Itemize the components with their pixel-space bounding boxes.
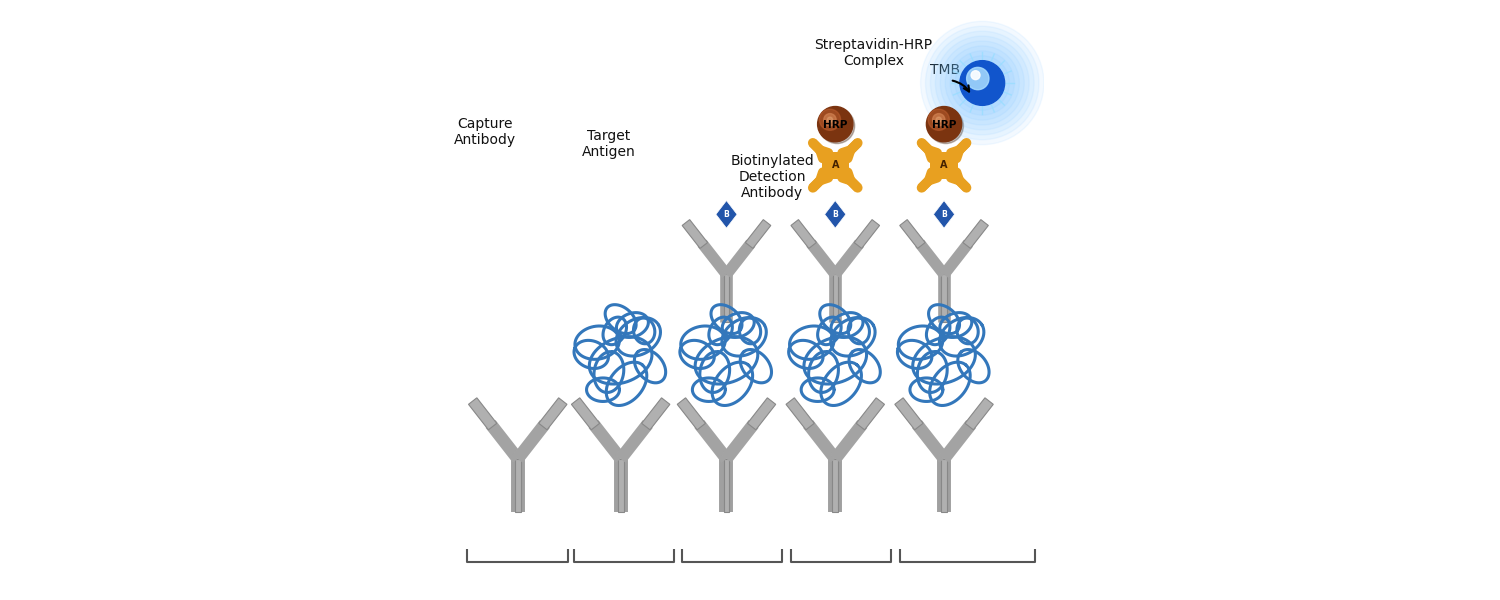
Polygon shape: [825, 200, 846, 228]
Circle shape: [824, 113, 836, 126]
Polygon shape: [676, 398, 705, 430]
Polygon shape: [896, 398, 922, 430]
Polygon shape: [900, 220, 926, 248]
Circle shape: [819, 108, 855, 143]
Text: B: B: [833, 210, 839, 219]
Circle shape: [950, 51, 1014, 115]
Circle shape: [945, 46, 1020, 120]
Circle shape: [928, 108, 963, 143]
Polygon shape: [682, 220, 708, 248]
FancyBboxPatch shape: [618, 459, 624, 512]
Circle shape: [936, 117, 942, 122]
Circle shape: [930, 31, 1034, 135]
Circle shape: [970, 71, 980, 80]
Polygon shape: [746, 220, 771, 248]
Polygon shape: [853, 220, 879, 248]
Circle shape: [819, 109, 840, 130]
Circle shape: [933, 113, 945, 126]
Polygon shape: [786, 398, 814, 430]
FancyBboxPatch shape: [723, 459, 729, 512]
Text: HRP: HRP: [824, 120, 848, 130]
Text: A: A: [940, 160, 948, 170]
FancyBboxPatch shape: [822, 152, 849, 179]
Polygon shape: [856, 398, 885, 430]
FancyBboxPatch shape: [833, 459, 839, 512]
Polygon shape: [747, 398, 776, 430]
FancyBboxPatch shape: [724, 274, 729, 322]
Text: Capture
Antibody: Capture Antibody: [454, 117, 516, 147]
Circle shape: [936, 36, 1029, 130]
FancyBboxPatch shape: [930, 152, 957, 179]
Polygon shape: [963, 220, 988, 248]
Circle shape: [940, 41, 1024, 125]
Circle shape: [818, 107, 854, 142]
Circle shape: [928, 109, 950, 130]
Circle shape: [927, 107, 962, 142]
Polygon shape: [933, 200, 954, 228]
FancyBboxPatch shape: [942, 274, 946, 322]
Polygon shape: [538, 398, 567, 430]
Text: A: A: [831, 160, 839, 170]
Circle shape: [966, 67, 988, 90]
Polygon shape: [716, 200, 736, 228]
FancyBboxPatch shape: [833, 274, 839, 322]
Polygon shape: [468, 398, 496, 430]
Circle shape: [926, 26, 1040, 140]
Polygon shape: [790, 220, 816, 248]
Text: Biotinylated
Detection
Antibody: Biotinylated Detection Antibody: [730, 154, 815, 200]
Text: B: B: [940, 210, 946, 219]
Circle shape: [921, 22, 1044, 145]
Polygon shape: [642, 398, 670, 430]
Text: TMB: TMB: [930, 63, 960, 77]
Polygon shape: [572, 398, 600, 430]
Text: B: B: [723, 210, 729, 219]
Circle shape: [828, 117, 833, 122]
Polygon shape: [964, 398, 993, 430]
Circle shape: [960, 61, 1005, 106]
Circle shape: [956, 56, 1010, 110]
Text: HRP: HRP: [932, 120, 956, 130]
FancyBboxPatch shape: [514, 459, 520, 512]
FancyBboxPatch shape: [940, 459, 946, 512]
Text: Streptavidin-HRP
Complex: Streptavidin-HRP Complex: [815, 38, 933, 68]
Text: Target
Antigen: Target Antigen: [582, 128, 636, 159]
